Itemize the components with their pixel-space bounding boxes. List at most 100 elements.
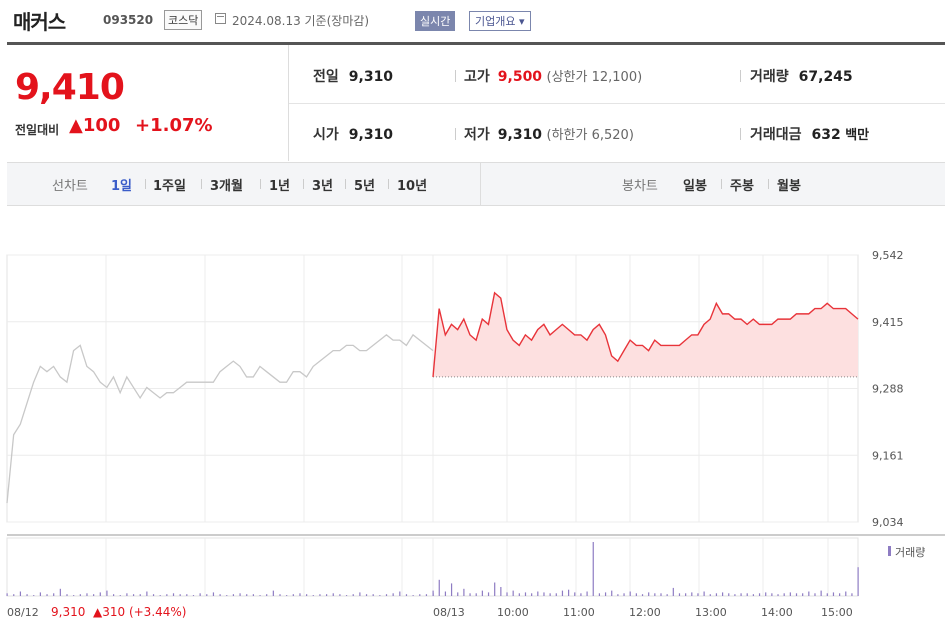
volume-bar-today bbox=[598, 593, 601, 596]
y-tick-label: 9,288 bbox=[872, 383, 904, 396]
candle-chart-label: 봉차트 bbox=[622, 179, 658, 194]
volume-bar-prev bbox=[332, 593, 334, 596]
tab-separator bbox=[721, 179, 722, 189]
volume-bar-today bbox=[752, 594, 754, 596]
volume-bar-today bbox=[685, 593, 687, 596]
y-tick-label: 9,161 bbox=[872, 449, 904, 462]
volume-bar-today bbox=[691, 592, 693, 596]
tab-3y[interactable]: 3년 bbox=[312, 179, 334, 194]
volume-bar-prev bbox=[399, 591, 401, 596]
x-tick-label: 08/12 bbox=[7, 606, 39, 619]
volume-bar-prev bbox=[266, 594, 268, 596]
open-price: 시가 9,310 bbox=[313, 124, 393, 144]
tab-separator bbox=[201, 179, 202, 189]
change-label: 전일대비 bbox=[15, 123, 60, 137]
volume-bar-prev bbox=[219, 594, 221, 596]
volume-bar-prev bbox=[113, 594, 115, 596]
volume-bar-prev bbox=[206, 594, 208, 596]
volume-bar-today bbox=[814, 593, 816, 596]
volume-bar-prev bbox=[106, 590, 108, 596]
realtime-button[interactable]: 실시간 bbox=[415, 11, 456, 31]
volume-bar-today bbox=[549, 593, 551, 596]
info-separator bbox=[455, 70, 456, 82]
high-price: 고가 9,500 (상한가 12,100) bbox=[464, 66, 642, 86]
tab-daily[interactable]: 일봉 bbox=[683, 179, 707, 194]
volume-bar-prev bbox=[6, 593, 8, 596]
company-overview-button[interactable]: 기업개요 ▾ bbox=[469, 11, 531, 31]
volume-bar-prev bbox=[86, 593, 88, 596]
low-price: 저가 9,310 (하한가 6,520) bbox=[464, 124, 634, 144]
tab-1y[interactable]: 1년 bbox=[269, 179, 291, 194]
volume-bar-prev bbox=[425, 594, 428, 596]
x-tick-label: 08/13 bbox=[433, 606, 465, 619]
volume-bar-today bbox=[444, 591, 447, 596]
volume-bar-today bbox=[469, 593, 471, 596]
open-label: 시가 bbox=[313, 127, 339, 143]
volume-bar-today bbox=[802, 593, 804, 596]
tab-separator bbox=[345, 179, 346, 189]
stock-code: 093520 bbox=[103, 13, 154, 27]
info-separator bbox=[740, 70, 741, 82]
volume-bar-prev bbox=[93, 594, 95, 596]
volume-bar-prev bbox=[66, 594, 68, 596]
info-separator bbox=[740, 128, 741, 140]
volume-bar-today bbox=[537, 591, 539, 596]
low-label: 저가 bbox=[464, 127, 490, 143]
today-price-line bbox=[432, 291, 859, 377]
volume-bar-today bbox=[494, 582, 496, 596]
volume-bar-prev bbox=[13, 594, 15, 596]
volume-bar-prev bbox=[319, 594, 321, 596]
volume-bar-prev bbox=[126, 593, 128, 596]
tab-1d[interactable]: 1일 bbox=[111, 179, 133, 194]
volume-bar-today bbox=[826, 593, 828, 596]
volume-bar-prev bbox=[186, 594, 188, 596]
volume-bar-today bbox=[506, 592, 508, 596]
volume-bar-prev bbox=[53, 593, 55, 596]
volume-bar-today bbox=[765, 592, 767, 596]
tab-3m[interactable]: 3개월 bbox=[210, 179, 243, 194]
tab-10y[interactable]: 10년 bbox=[397, 179, 428, 194]
volume-bar-prev bbox=[379, 595, 381, 596]
volume-bar-today bbox=[783, 593, 785, 596]
volume-bar-prev bbox=[226, 595, 228, 596]
tab-separator bbox=[388, 179, 389, 189]
volume-value: 67,245 bbox=[798, 69, 853, 85]
x-tick-label: 10:00 bbox=[497, 606, 529, 619]
volume-bar-prev bbox=[385, 594, 388, 596]
stock-name: 매커스 bbox=[13, 10, 66, 34]
stock-header: 매커스 093520 코스닥 2024.08.13 기준(장마감) 실시간 기업… bbox=[0, 0, 945, 42]
change-percent: +1.07% bbox=[135, 115, 213, 136]
volume-bar-today bbox=[623, 593, 625, 596]
volume-bar-prev bbox=[232, 594, 235, 596]
price-box: 9,410 전일대비 ▲100 +1.07% bbox=[7, 45, 289, 161]
volume-bar-today bbox=[789, 592, 791, 596]
tab-monthly[interactable]: 월봉 bbox=[777, 179, 801, 194]
tab-weekly[interactable]: 주봉 bbox=[730, 179, 754, 194]
volume-bar-today bbox=[777, 594, 779, 596]
x-tick-label: 14:00 bbox=[761, 606, 793, 619]
market-badge: 코스닥 bbox=[164, 10, 203, 30]
volume-bar-today bbox=[561, 590, 564, 596]
volume-bar-today bbox=[555, 593, 557, 596]
tabs-divider bbox=[480, 163, 481, 205]
today-price-area bbox=[433, 292, 858, 377]
volume-bar-prev bbox=[212, 592, 215, 596]
volume-bar-prev bbox=[326, 594, 328, 596]
lower-limit: (하한가 6,520) bbox=[546, 128, 634, 143]
volume-bar-today bbox=[617, 594, 619, 596]
prev-day-price-line bbox=[6, 333, 434, 504]
volume-bar-prev bbox=[339, 594, 341, 596]
volume-bar-prev bbox=[59, 588, 61, 596]
header-divider bbox=[7, 42, 945, 45]
base-date: 2024.08.13 기준(장마감) bbox=[232, 14, 370, 28]
tab-1w[interactable]: 1주일 bbox=[153, 179, 186, 194]
volume-bar-today bbox=[660, 593, 662, 596]
volume-bar-today bbox=[851, 593, 853, 596]
tab-5y[interactable]: 5년 bbox=[354, 179, 376, 194]
volume-bar-today bbox=[734, 594, 736, 596]
x-tick-label: 15:00 bbox=[821, 606, 853, 619]
volume-bar-prev bbox=[46, 594, 48, 596]
volume-legend-swatch bbox=[888, 546, 891, 556]
volume-bar-today bbox=[857, 567, 859, 596]
tab-separator bbox=[768, 179, 769, 189]
